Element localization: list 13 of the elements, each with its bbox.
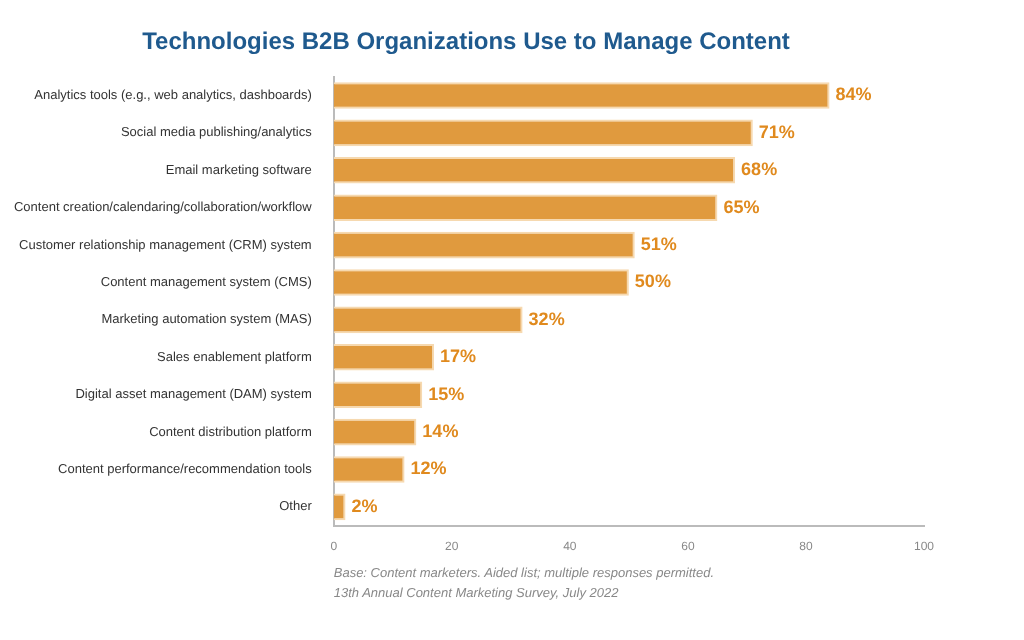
data-label: 50% [634, 271, 671, 292]
data-label: 17% [440, 346, 477, 367]
data-label: 32% [528, 308, 565, 329]
data-label: 65% [723, 196, 760, 217]
data-label: 15% [428, 383, 465, 404]
data-label: 68% [741, 159, 778, 180]
data-label: 12% [410, 458, 447, 479]
chart-title: Technologies B2B Organizations Use to Manage Content [142, 27, 790, 56]
data-label: 84% [835, 84, 872, 105]
data-label: 2% [351, 495, 378, 516]
data-label: 71% [758, 121, 795, 142]
data-label: 51% [640, 234, 677, 255]
data-label: 14% [422, 421, 459, 442]
